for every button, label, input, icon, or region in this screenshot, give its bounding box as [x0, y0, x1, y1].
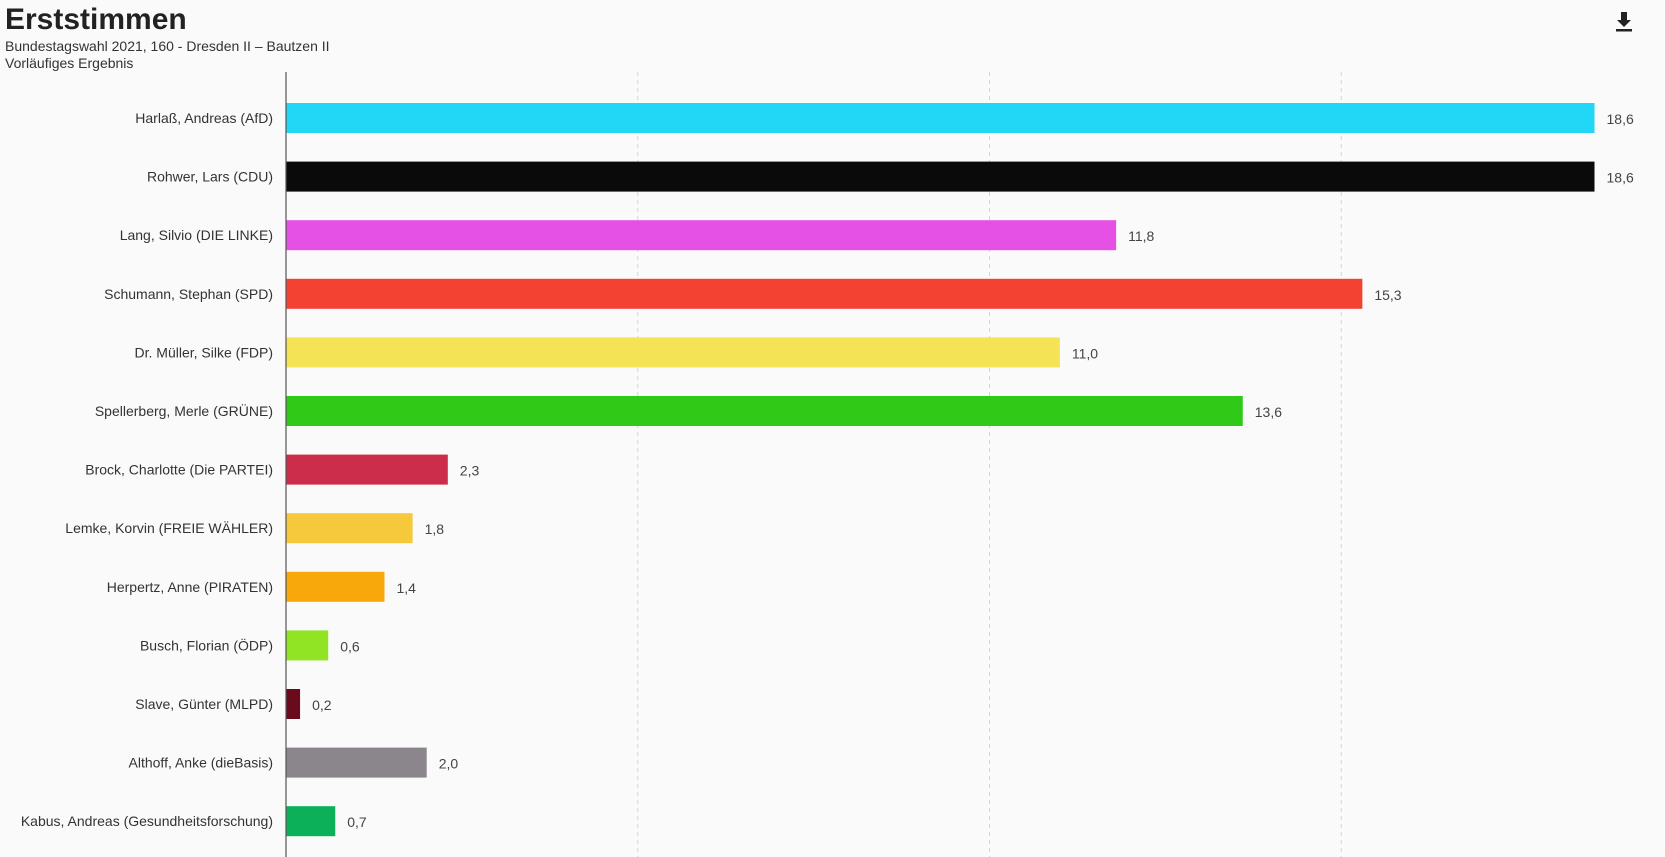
category-label: Althoff, Anke (dieBasis): [129, 755, 273, 771]
bar[interactable]: [286, 689, 301, 719]
chart-subtitle: Bundestagswahl 2021, 160 - Dresden II – …: [5, 38, 330, 54]
value-label: 18,6: [1607, 170, 1634, 186]
category-label: Schumann, Stephan (SPD): [104, 286, 273, 302]
bar[interactable]: [286, 396, 1243, 426]
bar[interactable]: [286, 454, 448, 485]
value-label: 11,8: [1128, 228, 1154, 244]
download-icon[interactable]: [1611, 8, 1637, 34]
bar[interactable]: [286, 278, 1363, 309]
bar[interactable]: [286, 220, 1117, 251]
category-label: Herpertz, Anne (PIRATEN): [107, 579, 273, 595]
chart-header: Erststimmen Bundestagswahl 2021, 160 - D…: [5, 2, 330, 72]
chart-status: Vorläufiges Ergebnis: [5, 55, 134, 71]
value-label: 0,2: [312, 697, 332, 713]
bar[interactable]: [286, 103, 1595, 133]
bar[interactable]: [286, 630, 329, 661]
category-label: Rohwer, Lars (CDU): [147, 169, 273, 185]
category-label: Lemke, Korvin (FREIE WÄHLER): [65, 520, 273, 536]
chart-title: Erststimmen: [5, 3, 187, 36]
category-label: Slave, Günter (MLPD): [135, 696, 273, 712]
category-label: Brock, Charlotte (Die PARTEI): [85, 462, 273, 478]
bar[interactable]: [286, 513, 413, 544]
value-label: 0,7: [347, 814, 367, 830]
value-label: 2,3: [460, 463, 480, 479]
bar[interactable]: [286, 806, 336, 837]
value-label: 0,6: [340, 638, 360, 654]
value-label: 18,6: [1607, 111, 1634, 127]
value-label: 13,6: [1255, 404, 1282, 420]
category-label: Lang, Silvio (DIE LINKE): [120, 227, 273, 243]
bar[interactable]: [286, 337, 1060, 368]
value-label: 1,4: [396, 580, 416, 596]
category-label: Harlaß, Andreas (AfD): [135, 110, 273, 126]
value-label: 15,3: [1374, 287, 1401, 303]
value-label: 11,0: [1072, 345, 1098, 361]
value-label: 1,8: [425, 521, 445, 537]
category-label: Kabus, Andreas (Gesundheitsforschung): [21, 813, 273, 829]
category-label: Dr. Müller, Silke (FDP): [135, 344, 273, 360]
value-label: 2,0: [439, 756, 459, 772]
bar[interactable]: [286, 161, 1595, 192]
bar[interactable]: [286, 571, 385, 602]
bar[interactable]: [286, 747, 427, 778]
category-label: Spellerberg, Merle (GRÜNE): [95, 402, 273, 419]
category-label: Busch, Florian (ÖDP): [140, 636, 273, 653]
